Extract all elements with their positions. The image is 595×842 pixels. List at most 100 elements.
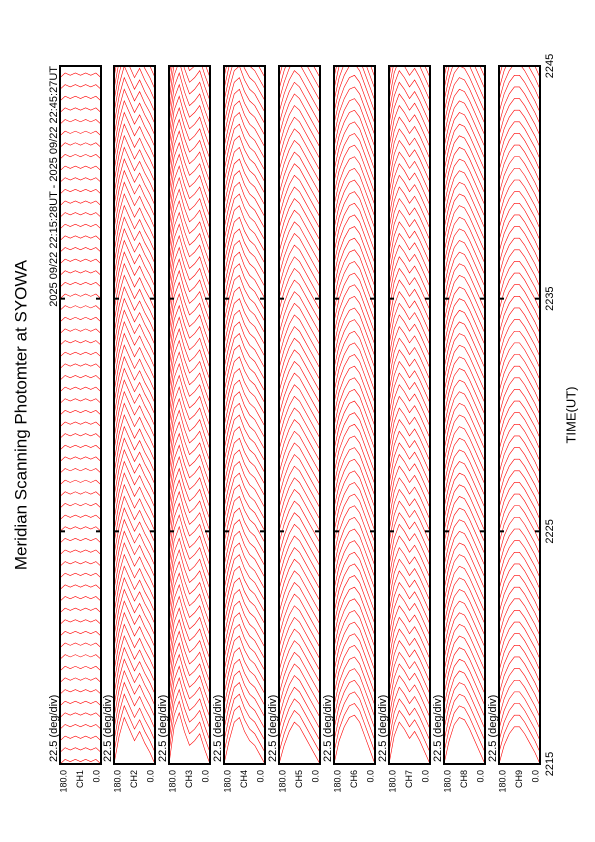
scan — [334, 470, 375, 520]
panel-frame — [113, 65, 156, 765]
scan-trace — [60, 561, 101, 567]
scan — [114, 146, 155, 195]
scan — [224, 321, 265, 369]
scan — [279, 442, 320, 485]
scan — [334, 575, 375, 625]
y-tick-label: 180.0 — [222, 770, 232, 793]
scan — [60, 596, 101, 602]
scan — [114, 681, 155, 730]
scan-trace — [279, 500, 320, 544]
scan-trace — [499, 610, 540, 648]
scan — [389, 628, 430, 672]
scan — [499, 424, 540, 462]
scan-trace — [224, 414, 265, 462]
scan-trace — [334, 598, 375, 648]
panel-frame — [333, 65, 376, 765]
scan — [169, 548, 210, 602]
scan-trace — [334, 272, 375, 323]
scan-trace — [444, 705, 485, 753]
scan-trace — [169, 223, 210, 276]
scan — [279, 663, 320, 706]
scan-trace — [224, 77, 265, 125]
scan — [389, 70, 430, 113]
scan — [279, 651, 320, 695]
scan-trace — [279, 116, 320, 160]
scan-trace — [279, 163, 320, 206]
scan — [169, 188, 210, 241]
scan — [114, 66, 155, 102]
scale-label: 22.5 (deg/div) — [212, 695, 224, 762]
scan-trace — [389, 442, 430, 485]
scan-trace — [224, 658, 265, 706]
scan — [334, 237, 375, 288]
scan-trace — [114, 66, 155, 90]
scan — [334, 586, 375, 637]
scan-trace — [334, 365, 375, 416]
scan — [279, 640, 320, 683]
scan — [334, 354, 375, 404]
scan-trace — [60, 537, 101, 544]
scan — [444, 216, 485, 264]
scan-trace — [499, 656, 540, 695]
scan — [334, 319, 375, 369]
scan — [60, 561, 101, 567]
scan — [334, 691, 375, 741]
scan — [60, 677, 101, 683]
scan — [279, 419, 320, 462]
scan — [224, 77, 265, 125]
scan-trace — [60, 235, 101, 241]
scan-trace — [60, 282, 101, 288]
scan — [334, 644, 375, 695]
scan — [114, 169, 155, 218]
scan — [279, 66, 320, 102]
scan-trace — [444, 240, 485, 288]
scan-trace — [114, 646, 155, 695]
scan — [389, 407, 430, 451]
scan-trace — [114, 635, 155, 683]
scan-trace — [444, 519, 485, 567]
scan-trace — [60, 747, 101, 753]
scan-trace — [279, 372, 320, 416]
scan — [444, 66, 485, 113]
scan-trace — [444, 251, 485, 299]
scan-trace — [169, 362, 210, 416]
scan — [169, 211, 210, 264]
scan — [60, 584, 101, 590]
scan-trace — [444, 577, 485, 625]
scan-trace — [279, 558, 320, 602]
scan-trace — [499, 66, 540, 90]
scan — [279, 698, 320, 741]
scan-trace — [224, 193, 265, 241]
scan — [389, 221, 430, 264]
scan-trace — [169, 66, 210, 113]
scan-trace — [60, 363, 101, 369]
scan — [224, 461, 265, 509]
scan — [279, 291, 320, 334]
scan — [224, 612, 265, 660]
scan — [60, 282, 101, 288]
scan-trace — [389, 66, 430, 102]
scan — [499, 656, 540, 695]
scan-trace — [60, 444, 101, 451]
scan — [499, 179, 540, 218]
scan-trace — [60, 758, 101, 764]
scan — [499, 668, 540, 706]
scan-trace — [444, 228, 485, 276]
scan-trace — [444, 542, 485, 590]
scan-trace — [499, 133, 540, 171]
scan — [334, 66, 375, 78]
scan-trace — [224, 402, 265, 451]
scan — [224, 158, 265, 206]
scan-trace — [169, 479, 210, 532]
scan — [114, 100, 155, 148]
scan — [444, 624, 485, 672]
scan — [60, 258, 101, 264]
scan-trace — [499, 249, 540, 288]
scan — [279, 488, 320, 532]
scan-trace — [114, 309, 155, 357]
scan — [444, 682, 485, 730]
scan-trace — [224, 530, 265, 579]
scan — [389, 232, 430, 276]
scan-trace — [334, 610, 375, 660]
scan — [334, 389, 375, 439]
